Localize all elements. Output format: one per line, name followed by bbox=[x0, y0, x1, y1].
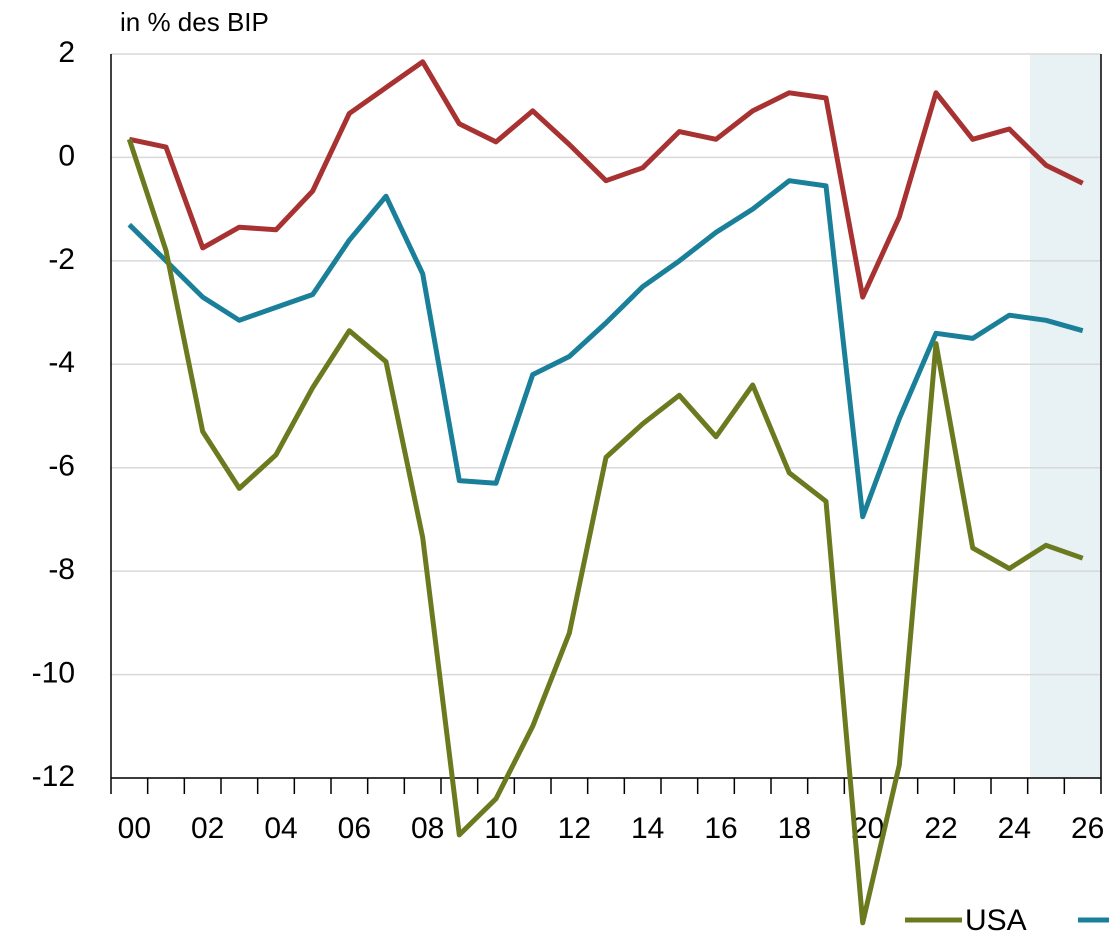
x-tick-label: 24 bbox=[998, 812, 1031, 845]
axis-label: in % des BIP bbox=[120, 7, 269, 37]
series-line bbox=[128, 59, 1084, 300]
x-tick-label: 00 bbox=[118, 812, 151, 845]
x-tick-label: 08 bbox=[411, 812, 444, 845]
x-tick-label: 26 bbox=[1071, 812, 1104, 845]
series-line bbox=[126, 138, 1084, 926]
x-tick-label: 16 bbox=[704, 812, 737, 845]
series-line bbox=[127, 178, 1084, 520]
y-tick-label: -12 bbox=[32, 760, 75, 793]
x-tick-label: 04 bbox=[264, 812, 297, 845]
x-tick-label: 18 bbox=[778, 812, 811, 845]
x-tick-label: 22 bbox=[924, 812, 957, 845]
y-tick-label: -6 bbox=[48, 450, 75, 483]
y-tick-label: 0 bbox=[58, 139, 75, 172]
y-tick-label: -10 bbox=[32, 656, 75, 689]
x-tick-label: 02 bbox=[191, 812, 224, 845]
y-tick-label: 2 bbox=[58, 36, 75, 69]
legend-label: USA bbox=[965, 904, 1027, 937]
x-tick-label: 14 bbox=[631, 812, 664, 845]
y-tick-label: -8 bbox=[48, 553, 75, 586]
x-tick-label: 10 bbox=[484, 812, 517, 845]
x-tick-label: 12 bbox=[558, 812, 591, 845]
y-tick-label: -4 bbox=[48, 346, 75, 379]
y-tick-label: -2 bbox=[48, 243, 75, 276]
x-tick-label: 06 bbox=[338, 812, 371, 845]
